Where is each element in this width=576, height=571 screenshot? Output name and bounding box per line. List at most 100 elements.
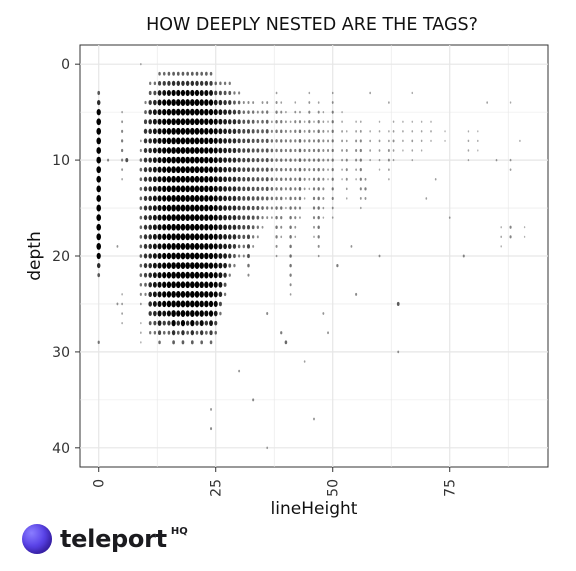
data-point [96, 175, 102, 183]
data-point [199, 108, 204, 116]
data-point [143, 215, 148, 221]
data-point [233, 91, 236, 95]
data-point [298, 158, 302, 162]
data-point [218, 224, 223, 231]
data-point [327, 148, 330, 153]
data-point [176, 71, 180, 76]
data-point [157, 147, 162, 154]
data-point [275, 148, 278, 153]
data-point [200, 71, 204, 76]
data-point [313, 235, 315, 239]
data-point [175, 243, 181, 250]
data-point [294, 225, 297, 229]
data-point [180, 243, 186, 250]
data-point [289, 235, 292, 239]
data-point [369, 149, 372, 152]
data-point [233, 263, 236, 268]
data-point [152, 195, 157, 202]
data-point [392, 149, 395, 152]
data-point [199, 118, 204, 126]
data-point [204, 118, 209, 126]
data-point [411, 91, 414, 95]
data-point [185, 262, 190, 269]
data-point [180, 271, 186, 279]
data-point [523, 226, 526, 229]
data-point [270, 167, 274, 172]
data-point [148, 205, 152, 211]
data-point [204, 99, 209, 106]
data-point [185, 118, 190, 126]
data-point [369, 139, 372, 143]
data-point [237, 244, 241, 249]
data-point [121, 139, 124, 143]
data-point [199, 271, 204, 279]
data-point [218, 185, 223, 192]
data-point [162, 80, 166, 86]
data-point [152, 128, 157, 135]
data-point [157, 224, 162, 231]
data-point [242, 224, 246, 230]
data-point [190, 290, 195, 298]
data-point [199, 214, 204, 221]
data-point [294, 158, 297, 162]
data-point [121, 158, 124, 162]
data-point [139, 225, 143, 230]
data-point [96, 127, 102, 135]
data-point [252, 244, 255, 248]
data-point [303, 120, 306, 123]
data-point [121, 178, 123, 181]
data-point [227, 167, 232, 173]
data-point [175, 99, 181, 106]
data-point [208, 291, 214, 298]
data-point [218, 301, 222, 307]
data-point [107, 158, 110, 162]
data-point [180, 108, 186, 116]
data-point [303, 129, 306, 133]
data-point [171, 156, 176, 164]
data-point [523, 235, 526, 238]
data-point [139, 158, 143, 162]
data-point [227, 109, 232, 115]
data-point [251, 129, 255, 134]
data-point [199, 195, 204, 202]
data-point [185, 137, 190, 145]
data-point [294, 196, 297, 201]
data-point [289, 167, 292, 172]
data-point [359, 148, 362, 153]
data-point [185, 320, 190, 326]
data-point [194, 233, 200, 241]
data-point [299, 110, 301, 114]
data-point [223, 118, 227, 125]
data-point [143, 272, 148, 278]
data-point [430, 139, 432, 143]
data-point [237, 109, 241, 115]
data-point [265, 148, 269, 153]
data-point [194, 300, 200, 308]
data-point [213, 118, 218, 125]
data-point [204, 128, 209, 135]
data-point [256, 129, 260, 134]
data-point [223, 81, 227, 86]
data-point [171, 147, 176, 154]
data-point [289, 215, 292, 220]
data-point [204, 310, 209, 317]
data-point [162, 233, 167, 240]
data-point [218, 90, 222, 96]
data-point [359, 139, 362, 143]
data-point [294, 187, 297, 191]
data-point [185, 223, 190, 231]
data-point [166, 310, 171, 317]
data-point [355, 168, 357, 171]
data-point [204, 243, 209, 250]
data-point [166, 214, 172, 221]
data-point [162, 90, 167, 96]
data-point [194, 108, 200, 116]
data-point [294, 168, 297, 172]
data-point [256, 148, 260, 153]
data-point [199, 320, 204, 327]
data-point [157, 99, 162, 106]
data-point [364, 187, 367, 191]
data-point [275, 139, 278, 143]
data-point [171, 290, 176, 298]
data-point [284, 148, 288, 153]
